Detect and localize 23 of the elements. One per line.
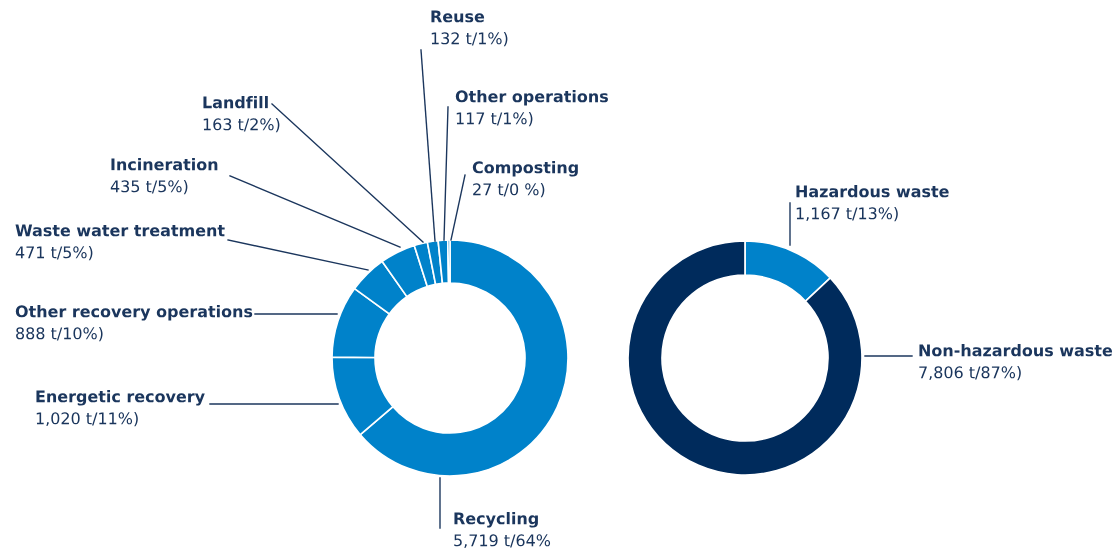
slice-label: Other recovery operations	[15, 305, 253, 321]
donut-slice	[627, 240, 863, 476]
data-label: 27 t/0 %)	[473, 183, 545, 198]
slice-label: Non-hazardous waste	[919, 344, 1113, 357]
data-label: 117 t/1%)	[456, 112, 533, 127]
data-label: 7,806 t/87%)	[919, 366, 1021, 381]
data-label: 1,167 t/13%)	[796, 207, 898, 222]
slice-label: Other operations	[455, 90, 608, 106]
slice-label: Waste water treatment	[15, 224, 225, 237]
data-label: 888 t/10%)	[16, 327, 103, 342]
slice-label: Energetic recovery	[36, 390, 205, 406]
slice-label: Hazardous waste	[796, 185, 949, 198]
slice-label: Incineration	[111, 158, 218, 171]
slice-label: Recycling	[454, 512, 538, 528]
data-label: 5,719 t/64%	[454, 534, 551, 548]
slice-label: Landfill	[203, 96, 268, 109]
data-label: 435 t/5%)	[110, 180, 188, 195]
slice-label: Composting	[472, 161, 578, 177]
data-label: 1,020 t/11%)	[36, 412, 138, 427]
slice-label: Reuse	[431, 10, 485, 23]
data-label: 471 t/5%)	[15, 246, 93, 261]
data-label: 132 t/1%)	[431, 32, 508, 47]
data-label: 163 t/2%)	[203, 118, 280, 133]
